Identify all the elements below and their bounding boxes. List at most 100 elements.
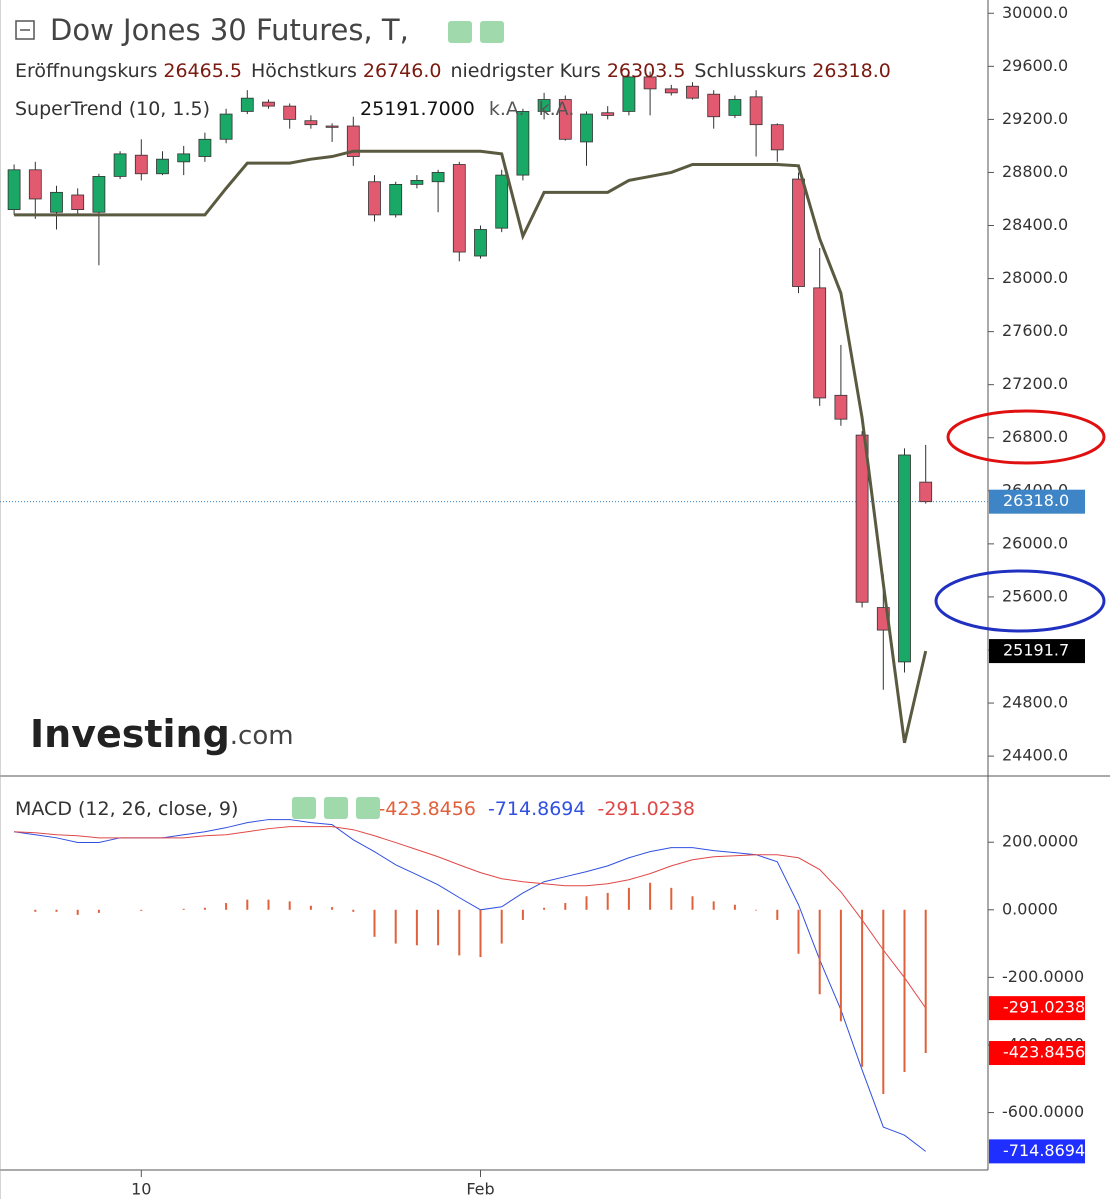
macd-badge-bg bbox=[989, 1139, 1085, 1164]
price-legend: Dow Jones 30 Futures, T, Eröffnungskurs 2… bbox=[15, 13, 891, 120]
watermark: Investing.com bbox=[30, 712, 294, 756]
candle-body bbox=[834, 394, 848, 420]
y-tick-label: 27200.0 bbox=[1002, 374, 1068, 393]
red-highlight-ellipse bbox=[946, 409, 1106, 465]
indicator-value: k.A. bbox=[489, 98, 525, 120]
series-line bbox=[14, 819, 927, 1152]
candle-body bbox=[410, 180, 424, 185]
macd-badge-bg bbox=[989, 996, 1085, 1021]
candle-body bbox=[92, 176, 106, 213]
indicator-legend: SuperTrend (10, 1.5) 25191.7000 k.A. k.A. bbox=[15, 98, 574, 120]
candle-body bbox=[389, 183, 403, 216]
candle-body bbox=[50, 191, 63, 213]
macd-value: -423.8456 bbox=[378, 798, 476, 820]
ohlc-label: Höchstkurs bbox=[251, 60, 357, 82]
candle-body bbox=[919, 481, 933, 503]
candle-body bbox=[113, 153, 127, 177]
y-tick-label: 29600.0 bbox=[1002, 56, 1068, 75]
y-tick-label: 28400.0 bbox=[1002, 215, 1068, 234]
candle-body bbox=[198, 138, 212, 157]
candle-body bbox=[770, 124, 784, 151]
visibility-icon[interactable] bbox=[292, 797, 316, 819]
indicator-value: k.A. bbox=[539, 98, 575, 120]
blue-highlight-ellipse bbox=[934, 569, 1106, 633]
settings-icon[interactable] bbox=[480, 21, 504, 43]
watermark-brand: Investing.com bbox=[30, 712, 294, 756]
y-tick-label: 29200.0 bbox=[1002, 109, 1068, 128]
candle-body bbox=[580, 113, 593, 143]
candle-body bbox=[898, 454, 911, 663]
price-badge: 25191.7 bbox=[1003, 641, 1069, 660]
y-tick-label: -200.0000 bbox=[1002, 967, 1084, 986]
ohlc-value: 26303.5 bbox=[607, 60, 686, 82]
macd-badge: -714.8694 bbox=[1003, 1141, 1085, 1160]
candle-body bbox=[601, 112, 615, 116]
price-badge-bg bbox=[989, 489, 1085, 514]
y-tick-label: 0.0000 bbox=[1002, 899, 1058, 918]
candle-body bbox=[855, 434, 869, 603]
candle-body bbox=[219, 113, 233, 140]
price-badge-bg bbox=[989, 639, 1085, 664]
candle-body bbox=[537, 99, 551, 112]
candle-body bbox=[156, 158, 169, 175]
series-line bbox=[14, 826, 927, 1009]
macd-badge-bg bbox=[989, 1041, 1085, 1066]
collapse-icon[interactable] bbox=[15, 20, 35, 40]
candle-body bbox=[792, 178, 805, 287]
watermark-brand-text: Investing bbox=[30, 712, 230, 756]
candle-body bbox=[474, 229, 487, 257]
settings-icon[interactable] bbox=[324, 797, 348, 819]
watermark-suffix: .com bbox=[230, 721, 294, 751]
ohlc-legend: Eröffnungskurs 26465.5 Höchstkurs 26746.0 ni… bbox=[15, 60, 891, 82]
macd-badge: -423.8456 bbox=[1003, 1043, 1085, 1062]
candle-body bbox=[368, 181, 381, 216]
candle-body bbox=[325, 125, 339, 128]
macd-value: -291.0238 bbox=[597, 798, 695, 820]
candle-body bbox=[240, 97, 254, 112]
indicator-value: 25191.7000 bbox=[360, 98, 475, 120]
ohlc-value: 26746.0 bbox=[363, 60, 442, 82]
macd-value: -714.8694 bbox=[488, 798, 586, 820]
candle-body bbox=[728, 99, 742, 116]
y-tick-label: 30000.0 bbox=[1002, 3, 1068, 22]
candle-body bbox=[686, 85, 699, 99]
remove-icon[interactable] bbox=[356, 797, 380, 819]
ohlc-value: 26465.5 bbox=[163, 60, 242, 82]
ohlc-label: Schlusskurs bbox=[694, 60, 806, 82]
macd-badge: -291.0238 bbox=[1003, 998, 1085, 1017]
candle-body bbox=[262, 101, 275, 107]
macd-name: MACD (12, 26, close, 9) bbox=[15, 798, 238, 820]
candle-body bbox=[304, 120, 318, 126]
candle-body bbox=[558, 99, 572, 140]
indicator-name: SuperTrend (10, 1.5) bbox=[15, 98, 210, 120]
candle-body bbox=[622, 76, 636, 112]
macd-legend-text: MACD (12, 26, close, 9) -423.8456 -714.869… bbox=[15, 798, 695, 820]
candle-body bbox=[71, 194, 85, 210]
visibility-icon[interactable] bbox=[448, 21, 472, 43]
y-tick-label: 26000.0 bbox=[1002, 533, 1068, 552]
candle-body bbox=[813, 287, 827, 399]
plot-area: 24400.024800.025200.025600.026000.026400… bbox=[0, 3, 1085, 1199]
candle-body bbox=[643, 76, 657, 90]
candle-body bbox=[346, 125, 360, 157]
ohlc-value: 26318.0 bbox=[812, 60, 891, 82]
x-tick-label: Feb bbox=[466, 1180, 494, 1199]
candle-body bbox=[664, 88, 678, 94]
y-tick-label: 200.0000 bbox=[1002, 832, 1078, 851]
candle-body bbox=[516, 111, 530, 176]
candle-body bbox=[495, 174, 509, 229]
candle-body bbox=[7, 169, 21, 210]
candle-body bbox=[177, 153, 191, 163]
y-tick-label: 25600.0 bbox=[1002, 586, 1068, 605]
candle-body bbox=[707, 93, 721, 118]
ohlc-label: Eröffnungskurs bbox=[15, 60, 157, 82]
y-tick-label: 24400.0 bbox=[1002, 746, 1068, 765]
candle-body bbox=[452, 164, 466, 253]
y-tick-label: 28000.0 bbox=[1002, 268, 1068, 287]
candle-body bbox=[431, 172, 445, 183]
ohlc-label: niedrigster Kurs bbox=[450, 60, 600, 82]
y-tick-label: 24800.0 bbox=[1002, 693, 1068, 712]
candle-body bbox=[749, 96, 763, 126]
